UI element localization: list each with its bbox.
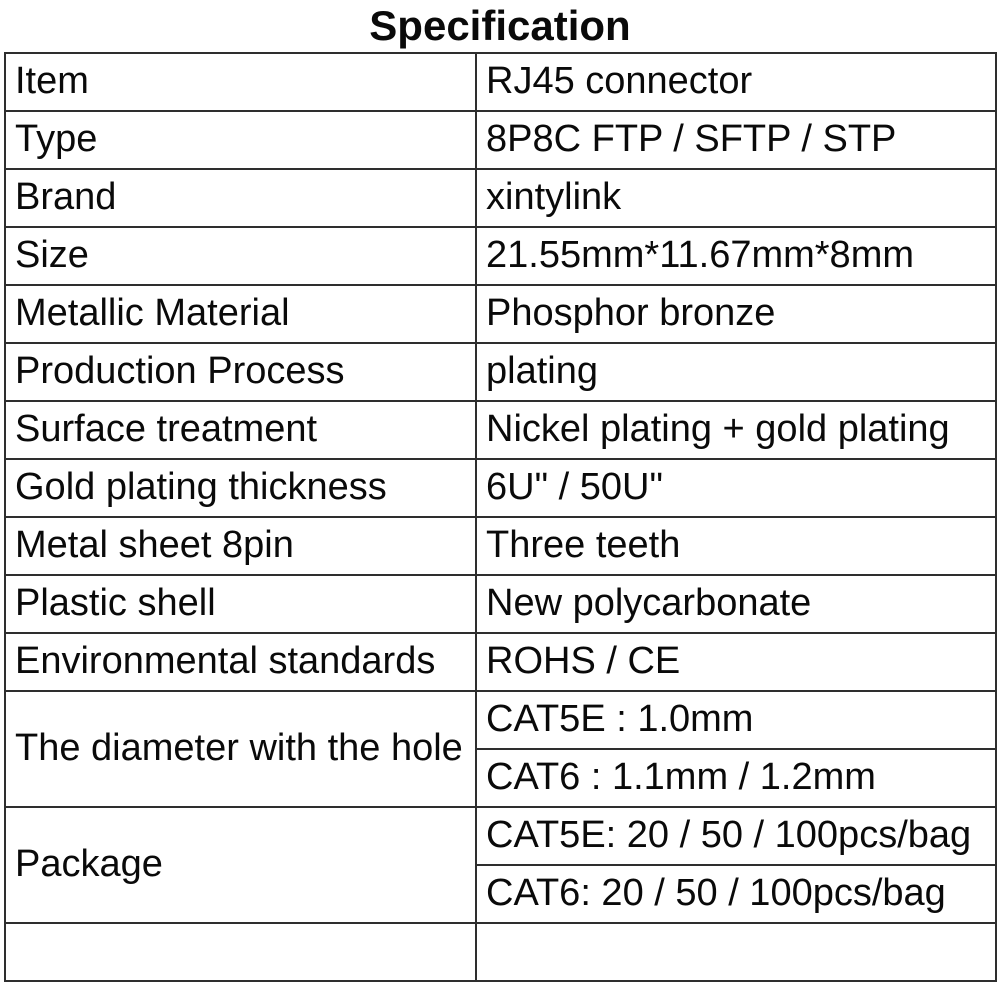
spec-value-cell: Nickel plating + gold plating <box>475 400 997 460</box>
table-row: Plastic shell New polycarbonate <box>4 574 997 634</box>
spec-value-cell: CAT5E : 1.0mm <box>475 690 997 750</box>
spec-label-cell: Surface treatment <box>4 400 477 460</box>
page-title: Specification <box>369 2 631 49</box>
spec-value-cell: Phosphor bronze <box>475 284 997 344</box>
empty-cell <box>475 922 997 982</box>
table-row: Metal sheet 8pin Three teeth <box>4 516 997 576</box>
spec-value-cell: New polycarbonate <box>475 574 997 634</box>
table-row: Gold plating thickness 6U" / 50U" <box>4 458 997 518</box>
spec-label-cell: Metallic Material <box>4 284 477 344</box>
spec-label-cell: Metal sheet 8pin <box>4 516 477 576</box>
table-row: The diameter with the hole CAT5E : 1.0mm <box>4 690 997 808</box>
spec-value-cell: CAT6 : 1.1mm / 1.2mm <box>475 748 997 808</box>
spec-label-cell: Package <box>4 806 477 924</box>
spec-label-cell: Item <box>4 52 477 112</box>
table-row: Brand xintylink <box>4 168 997 228</box>
spec-label-cell: Plastic shell <box>4 574 477 634</box>
spec-value-cell: Three teeth <box>475 516 997 576</box>
specification-table: Item RJ45 connector Type 8P8C FTP / SFTP / … <box>4 52 997 982</box>
spec-value-cell: CAT5E: 20 / 50 / 100pcs/bag <box>475 806 997 866</box>
table-row: CAT6 : 1.1mm / 1.2mm <box>5 748 997 808</box>
spec-label-cell: Gold plating thickness <box>4 458 477 518</box>
table-row: Package CAT5E: 20 / 50 / 100pcs/bag <box>4 806 997 924</box>
table-row: Type 8P8C FTP / SFTP / STP <box>4 110 997 170</box>
spec-value-cell: plating <box>475 342 997 402</box>
spec-label-cell: Type <box>4 110 477 170</box>
spec-value-cell: xintylink <box>475 168 997 228</box>
spec-value-cell: RJ45 connector <box>475 52 997 112</box>
spec-value-cell: 6U" / 50U" <box>475 458 997 518</box>
spec-value-cell: ROHS / CE <box>475 632 997 692</box>
spec-label-cell: The diameter with the hole <box>4 690 477 808</box>
spec-label-cell: Production Process <box>4 342 477 402</box>
partial-clipped-row <box>4 922 997 982</box>
spec-label-cell: Size <box>4 226 477 286</box>
spec-value-cell: 8P8C FTP / SFTP / STP <box>475 110 997 170</box>
table-row: Production Process plating <box>4 342 997 402</box>
table-row: Surface treatment Nickel plating + gold p… <box>4 400 997 460</box>
table-row: Item RJ45 connector <box>4 52 997 112</box>
spec-value-cell: CAT6: 20 / 50 / 100pcs/bag <box>475 864 997 924</box>
spec-label-cell: Brand <box>4 168 477 228</box>
spec-value-cell: 21.55mm*11.67mm*8mm <box>475 226 997 286</box>
table-row: Size 21.55mm*11.67mm*8mm <box>4 226 997 286</box>
table-row: Environmental standards ROHS / CE <box>4 632 997 692</box>
table-row: Metallic Material Phosphor bronze <box>4 284 997 344</box>
empty-cell <box>4 922 477 982</box>
spec-label-cell: Environmental standards <box>4 632 477 692</box>
